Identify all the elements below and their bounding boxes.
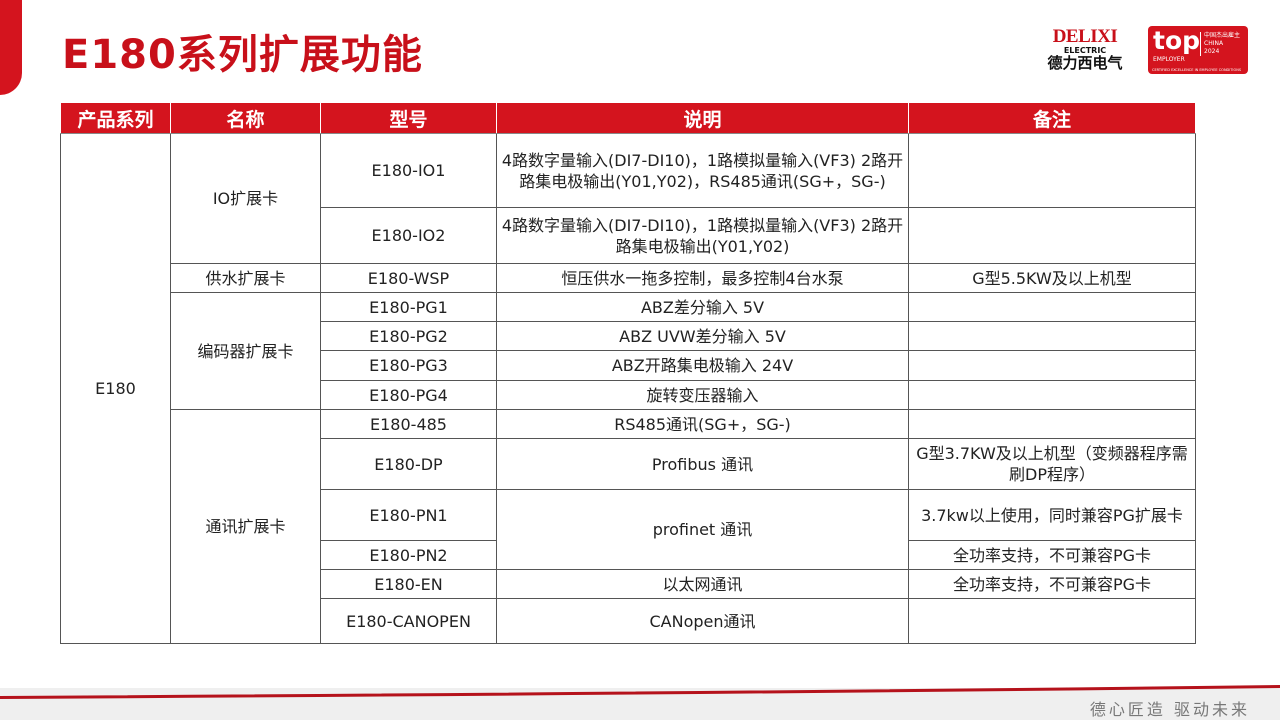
group-name-cell: IO扩展卡 (170, 133, 321, 264)
extension-table: 产品系列 名称 型号 说明 备注 E180 IO扩展卡 E180-IO1 4路数字量输入(DI… (60, 102, 1196, 644)
note-cell: 3.7kw以上使用，同时兼容PG扩展卡 (908, 489, 1196, 541)
table-row: 供水扩展卡 E180-WSP 恒压供水一拖多控制，最多控制4台水泵 G型5.5KW及以… (61, 263, 1196, 293)
note-cell (908, 350, 1196, 381)
description-cell: ABZ UVW差分输入 5V (496, 321, 909, 351)
note-cell: 全功率支持，不可兼容PG卡 (908, 569, 1196, 599)
note-cell: 全功率支持，不可兼容PG卡 (908, 540, 1196, 570)
table-row: E180-IO2 4路数字量输入(DI7-DI10)，1路模拟量输入(VF3) 2… (61, 207, 1196, 264)
column-header: 备注 (908, 102, 1196, 134)
model-cell: E180-485 (320, 409, 497, 439)
model-cell: E180-PG1 (320, 292, 497, 322)
model-cell: E180-DP (320, 438, 497, 490)
column-header: 说明 (496, 102, 909, 134)
table-row: E180 IO扩展卡 E180-IO1 4路数字量输入(DI7-DI10)，1路模拟量… (60, 133, 1196, 644)
slogan: 德心匠造 驱动未来 (1089, 700, 1250, 719)
corner-accent (0, 0, 22, 95)
note-cell: G型5.5KW及以上机型 (908, 263, 1196, 293)
column-header: 名称 (170, 102, 321, 134)
description-cell: 4路数字量输入(DI7-DI10)，1路模拟量输入(VF3) 2路开路集电极输出… (496, 207, 909, 264)
column-header: 型号 (320, 102, 497, 134)
description-cell: 旋转变压器输入 (496, 380, 909, 410)
group-name-cell: 供水扩展卡 (170, 263, 321, 293)
model-cell: E180-PG2 (320, 321, 497, 351)
model-cell: E180-PN2 (320, 540, 497, 570)
note-cell (908, 380, 1196, 410)
description-cell: 恒压供水一拖多控制，最多控制4台水泵 (496, 263, 909, 293)
note-cell (908, 409, 1196, 439)
description-cell: Profibus 通讯 (496, 438, 909, 490)
model-cell: E180-PG3 (320, 350, 497, 381)
delixi-logo: DELIXI ELECTRIC 德力西电气 (1047, 26, 1123, 72)
model-cell: E180-EN (320, 569, 497, 599)
description-cell: profinet 通讯 (496, 489, 909, 570)
note-cell (908, 133, 1196, 208)
note-cell (908, 292, 1196, 322)
table-row: E180-PN1 profinet 通讯 3.7kw以上使用，同时兼容PG扩展卡 (61, 489, 1196, 570)
column-header: 产品系列 (60, 102, 171, 134)
footer-curve (0, 685, 1280, 699)
description-cell: ABZ差分输入 5V (496, 292, 909, 322)
model-cell: E180-CANOPEN (320, 598, 497, 644)
table-row: E180-PG3 ABZ开路集电极输入 24V (61, 350, 1196, 381)
model-cell: E180-WSP (320, 263, 497, 293)
model-cell: E180-PN1 (320, 489, 497, 541)
description-cell: 以太网通讯 (496, 569, 909, 599)
table-row: E180-DP Profibus 通讯 G型3.7KW及以上机型（变频器程序需刷DP… (61, 438, 1196, 490)
table-row: E180-PN2 全功率支持，不可兼容PG卡 (61, 540, 1196, 570)
description-cell: RS485通讯(SG+，SG-) (496, 409, 909, 439)
note-cell: G型3.7KW及以上机型（变频器程序需刷DP程序） (908, 438, 1196, 490)
group-name-cell: 编码器扩展卡 (170, 292, 321, 410)
description-cell: CANopen通讯 (496, 598, 909, 644)
note-cell (908, 598, 1196, 644)
note-cell (908, 207, 1196, 264)
table-row: 编码器扩展卡 E180-PG1 ABZ差分输入 5V (61, 292, 1196, 410)
model-cell: E180-PG4 (320, 380, 497, 410)
group-name-cell: 通讯扩展卡 (170, 409, 321, 644)
top-employer-logo: top EMPLOYER 中国杰出雇主 CHINA 2024 CERTIFIED E… (1148, 26, 1248, 74)
model-cell: E180-IO1 (320, 133, 497, 208)
note-cell (908, 321, 1196, 351)
description-cell: 4路数字量输入(DI7-DI10)，1路模拟量输入(VF3) 2路开路集电极输出… (496, 133, 909, 208)
description-cell: ABZ开路集电极输入 24V (496, 350, 909, 381)
model-cell: E180-IO2 (320, 207, 497, 264)
table-row: E180-CANOPEN CANopen通讯 (61, 598, 1196, 644)
table-row: E180-PG2 ABZ UVW差分输入 5V (61, 321, 1196, 351)
table-row: E180-PG4 旋转变压器输入 (61, 380, 1196, 410)
page-title: E180系列扩展功能 (62, 32, 423, 78)
table-row: 通讯扩展卡 E180-485 RS485通讯(SG+，SG-) (61, 409, 1196, 644)
series-cell: E180 (60, 133, 171, 644)
